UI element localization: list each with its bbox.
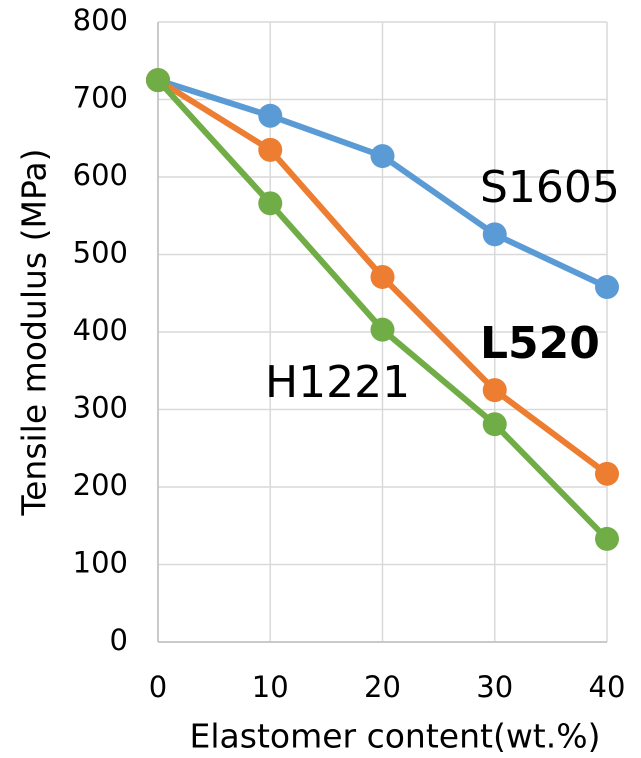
series-label: S1605 <box>480 162 620 213</box>
data-point <box>258 137 283 162</box>
y-tick-label: 600 <box>73 158 128 192</box>
x-tick-label: 0 <box>149 670 167 704</box>
data-point <box>482 412 507 437</box>
x-tick-label: 20 <box>364 670 401 704</box>
y-tick-label: 800 <box>73 3 128 37</box>
y-tick-label: 0 <box>110 623 128 657</box>
data-point <box>482 378 507 403</box>
y-axis-label: Tensile modulus (MPa) <box>15 149 54 517</box>
y-tick-label: 500 <box>73 236 128 270</box>
x-axis-label: Elastomer content(wt.%) <box>190 717 601 756</box>
data-point <box>595 526 619 551</box>
data-point <box>370 144 395 169</box>
x-tick-label: 40 <box>589 670 626 704</box>
series-label: H1221 <box>265 357 410 408</box>
data-point <box>595 275 619 300</box>
data-point <box>258 191 283 216</box>
data-point <box>370 264 395 289</box>
series-label: L520 <box>480 318 600 369</box>
data-point <box>595 461 619 486</box>
y-tick-label: 700 <box>73 81 128 115</box>
y-tick-label: 400 <box>73 313 128 347</box>
data-point <box>482 222 507 247</box>
data-point <box>258 103 283 128</box>
x-tick-label: 10 <box>252 670 289 704</box>
y-tick-label: 100 <box>73 546 128 580</box>
y-tick-label: 200 <box>73 468 128 502</box>
x-tick-label: 30 <box>476 670 513 704</box>
y-tick-label: 300 <box>73 391 128 425</box>
data-point <box>146 68 170 93</box>
data-point <box>370 317 395 342</box>
